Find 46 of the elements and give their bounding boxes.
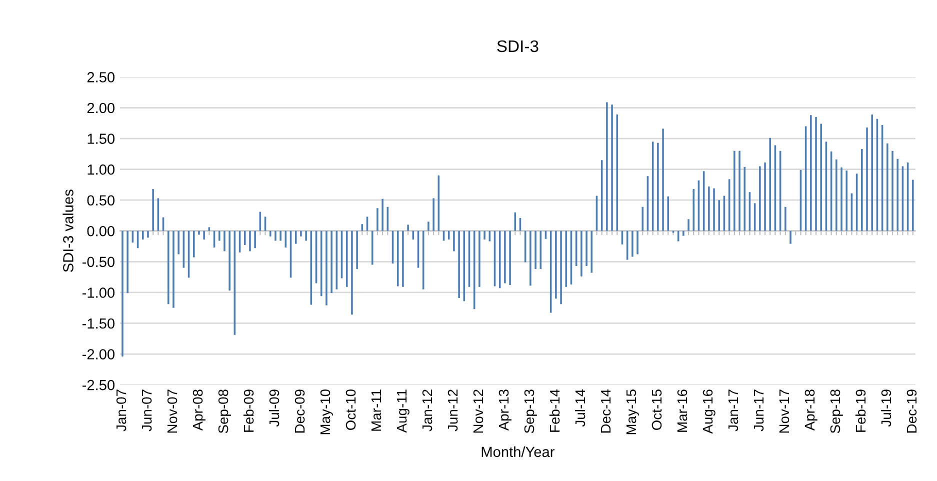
x-tick-label: Jul-14 bbox=[574, 389, 586, 427]
y-tick-label: -1.00 bbox=[82, 288, 115, 298]
y-tick-label: 1.50 bbox=[88, 134, 115, 144]
x-tick-label: Sep-18 bbox=[830, 390, 843, 434]
x-tick-label: Apr-08 bbox=[192, 390, 206, 431]
x-tick-label: Oct-15 bbox=[652, 390, 662, 430]
x-tick-label: Sep-13 bbox=[524, 390, 537, 434]
y-tick-label: 1.00 bbox=[88, 164, 115, 175]
x-tick-label: Apr-18 bbox=[804, 390, 818, 431]
x-tick-label: Oct-10 bbox=[346, 390, 356, 430]
x-tick-label: Jun-17 bbox=[754, 390, 764, 432]
y-tick-label: -0.50 bbox=[82, 256, 115, 268]
x-tick-label: Feb-14 bbox=[549, 389, 560, 432]
x-tick-label: May-10 bbox=[320, 390, 333, 434]
x-axis-title: Month/Year bbox=[482, 446, 554, 458]
chart-title: SDI-3 bbox=[497, 40, 538, 52]
x-tick-label: May-15 bbox=[626, 390, 639, 434]
y-axis-title: SDI-3 values bbox=[62, 190, 74, 272]
x-tick-label: Jul-19 bbox=[880, 390, 892, 427]
x-tick-label: Aug-11 bbox=[396, 390, 410, 433]
x-tick-label: Jan-17 bbox=[728, 390, 738, 432]
x-tick-label: Jul-09 bbox=[268, 390, 280, 427]
x-tick-label: Dec-14 bbox=[600, 389, 611, 433]
y-tick-label: -2.50 bbox=[82, 380, 115, 390]
x-tick-label: Jun-12 bbox=[448, 390, 458, 432]
x-tick-label: Jun-07 bbox=[142, 390, 152, 432]
x-tick-label: Mar-11 bbox=[371, 390, 382, 431]
y-tick-label: 0.50 bbox=[87, 195, 115, 206]
y-tick-label: 2.00 bbox=[87, 102, 115, 114]
x-tick-label: Feb-09 bbox=[244, 390, 254, 432]
x-tick-label: Jan-12 bbox=[422, 390, 432, 432]
x-tick-label: Apr-13 bbox=[498, 390, 512, 431]
x-tick-label: Dec-19 bbox=[906, 390, 917, 433]
x-tick-label: Jan-07 bbox=[116, 390, 126, 432]
x-tick-label: Nov-17 bbox=[779, 390, 790, 433]
x-tick-label: Dec-09 bbox=[294, 390, 305, 433]
y-tick-label: 0.00 bbox=[87, 226, 115, 236]
y-tick-label: 2.50 bbox=[87, 72, 115, 82]
x-tick-label: Mar-16 bbox=[677, 390, 688, 432]
x-tick-label: Sep-08 bbox=[218, 390, 231, 434]
x-tick-label: Aug-16 bbox=[702, 390, 716, 434]
x-tick-label: Nov-07 bbox=[167, 390, 178, 433]
x-tick-label: Feb-19 bbox=[855, 390, 866, 432]
y-tick-label: -2.00 bbox=[82, 349, 115, 360]
x-tick-label: Nov-12 bbox=[473, 390, 484, 433]
y-tick-label: -1.50 bbox=[82, 318, 115, 329]
